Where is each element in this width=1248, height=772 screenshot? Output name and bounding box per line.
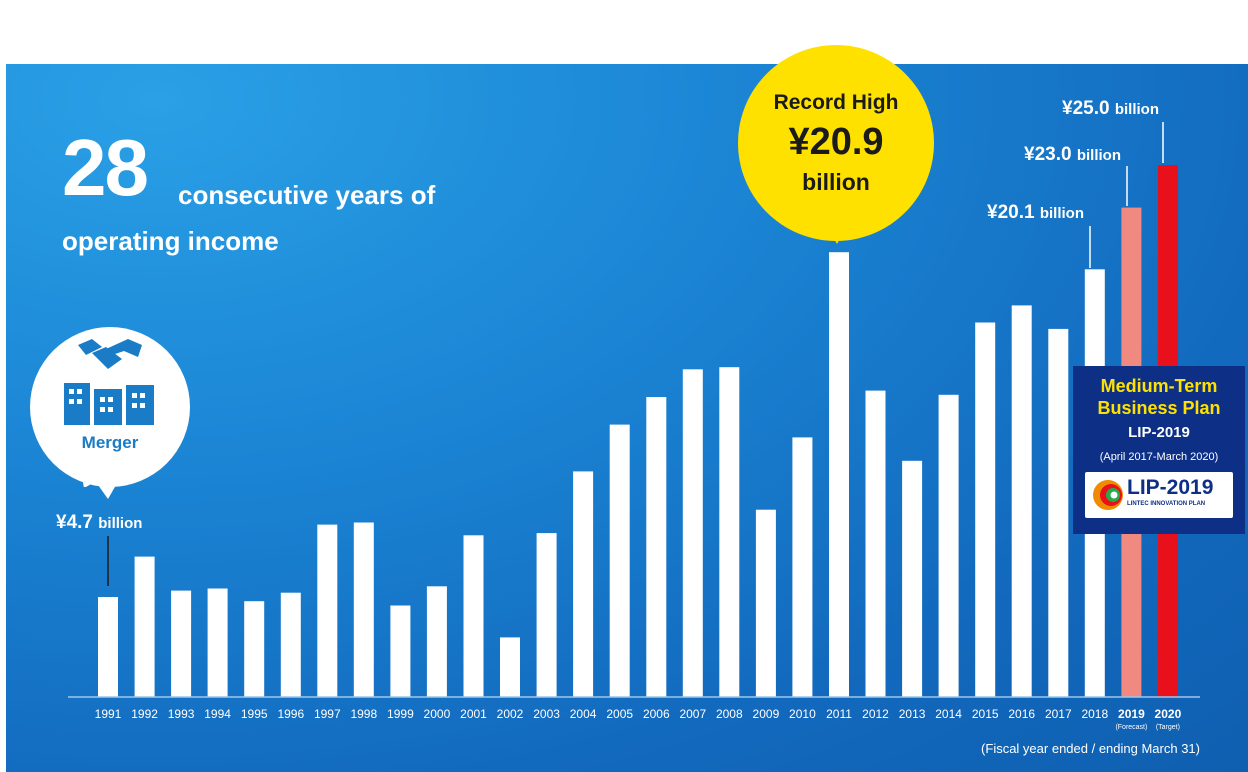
bar-2001 — [463, 535, 484, 697]
callout-2018-value: ¥20.1 — [987, 202, 1035, 223]
x-sublabel-2019: (Forecast) — [1115, 724, 1147, 731]
bar-1991 — [98, 597, 118, 697]
callout-2020-unit: billion — [1114, 101, 1159, 118]
merger-label: Merger — [81, 433, 139, 452]
callout-2018: ¥20.1 billion — [987, 202, 1084, 224]
bar-2000 — [426, 586, 447, 697]
x-tick-1994: 1994 — [204, 707, 231, 721]
x-tick-2000: 2000 — [424, 707, 451, 721]
x-tick-2007: 2007 — [679, 707, 706, 721]
bar-2002 — [500, 637, 520, 697]
bar-1996 — [280, 592, 301, 697]
lip-logo-subtext: LINTEC INNOVATION PLAN — [1127, 501, 1206, 507]
merger-bubble: Merger — [30, 327, 190, 487]
callout-2019-value: ¥23.0 — [1024, 144, 1072, 165]
headline-text-line2: operating income — [62, 226, 279, 256]
bar-2004 — [573, 471, 594, 697]
bar-2006 — [646, 397, 667, 697]
x-tick-2017: 2017 — [1045, 707, 1072, 721]
callout-1991: ¥4.7 billion — [56, 512, 142, 534]
x-tick-2004: 2004 — [570, 707, 597, 721]
bar-1995 — [244, 601, 265, 697]
callout-1991-unit: billion — [98, 515, 143, 532]
x-tick-2015: 2015 — [972, 707, 999, 721]
x-tick-2018: 2018 — [1081, 707, 1108, 721]
fiscal-year-note: (Fiscal year ended / ending March 31) — [981, 741, 1200, 756]
bar-2016 — [1011, 305, 1032, 697]
x-tick-1991: 1991 — [95, 707, 122, 721]
x-tick-1999: 1999 — [387, 707, 414, 721]
x-tick-1998: 1998 — [350, 707, 377, 721]
merger-icon — [64, 339, 154, 487]
bar-2017 — [1048, 328, 1069, 697]
bar-2010 — [792, 437, 813, 697]
headline: 28 consecutive years of — [62, 128, 435, 211]
bar-2013 — [902, 460, 923, 697]
x-tick-1995: 1995 — [241, 707, 268, 721]
headline-text-line1: consecutive years of — [178, 180, 436, 210]
x-tick-2003: 2003 — [533, 707, 560, 721]
business-plan-box: Medium-Term Business Plan LIP-2019 (Apri… — [1073, 366, 1245, 534]
x-tick-2011: 2011 — [826, 707, 852, 721]
x-tick-1993: 1993 — [168, 707, 195, 721]
record-value: ¥20.9 — [788, 121, 884, 163]
headline-number: 28 — [62, 123, 149, 212]
x-tick-2012: 2012 — [862, 707, 889, 721]
x-tick-2006: 2006 — [643, 707, 670, 721]
x-tick-2019: 2019 — [1118, 707, 1145, 721]
x-tick-2008: 2008 — [716, 707, 743, 721]
x-tick-2002: 2002 — [497, 707, 524, 721]
record-high-bubble: Record High ¥20.9 billion — [738, 45, 934, 241]
plan-period: (April 2017-March 2020) — [1099, 451, 1219, 463]
callout-2019: ¥23.0 billion — [1024, 144, 1121, 166]
bar-2014 — [938, 394, 959, 697]
plan-line3: LIP-2019 — [1128, 424, 1190, 441]
record-unit: billion — [802, 169, 870, 195]
bar-1998 — [353, 522, 374, 697]
lip-logo-icon — [1093, 480, 1123, 510]
bar-2008 — [719, 367, 740, 697]
bar-2005 — [609, 424, 630, 697]
bar-1997 — [317, 524, 338, 697]
x-tick-2013: 2013 — [899, 707, 926, 721]
x-tick-2020: 2020 — [1155, 707, 1182, 721]
x-tick-1992: 1992 — [131, 707, 158, 721]
x-tick-1997: 1997 — [314, 707, 341, 721]
bar-2012 — [865, 390, 886, 697]
x-tick-2009: 2009 — [753, 707, 780, 721]
bar-2015 — [975, 322, 996, 697]
callout-2019-unit: billion — [1076, 147, 1121, 164]
x-tick-1996: 1996 — [277, 707, 304, 721]
plan-line1: Medium-Term — [1100, 376, 1218, 396]
x-tick-2001: 2001 — [460, 707, 487, 721]
bar-1993 — [171, 590, 192, 697]
lip-2019-logo: LIP-2019 LINTEC INNOVATION PLAN — [1085, 472, 1233, 518]
bar-2007 — [682, 369, 703, 697]
x-tick-2005: 2005 — [606, 707, 633, 721]
callout-2020-value: ¥25.0 — [1062, 98, 1110, 119]
record-line1: Record High — [773, 91, 899, 114]
x-tick-2014: 2014 — [935, 707, 962, 721]
bar-1999 — [390, 605, 411, 697]
merger-bubble-pointer — [98, 485, 116, 499]
callout-2020: ¥25.0 billion — [1062, 98, 1159, 120]
bar-1994 — [207, 588, 228, 697]
x-sublabel-2020: (Target) — [1156, 724, 1180, 731]
callout-2018-unit: billion — [1039, 205, 1084, 222]
bar-1992 — [134, 556, 155, 697]
bar-2003 — [536, 533, 557, 697]
lip-logo-text: LIP-2019 — [1127, 476, 1214, 499]
bar-2011 — [829, 252, 849, 697]
callout-1991-value: ¥4.7 — [56, 512, 93, 533]
bar-2009 — [755, 509, 776, 697]
record-bubble-pointer — [825, 222, 849, 244]
plan-line2: Business Plan — [1097, 398, 1221, 418]
x-tick-2016: 2016 — [1008, 707, 1035, 721]
x-tick-2010: 2010 — [789, 707, 816, 721]
